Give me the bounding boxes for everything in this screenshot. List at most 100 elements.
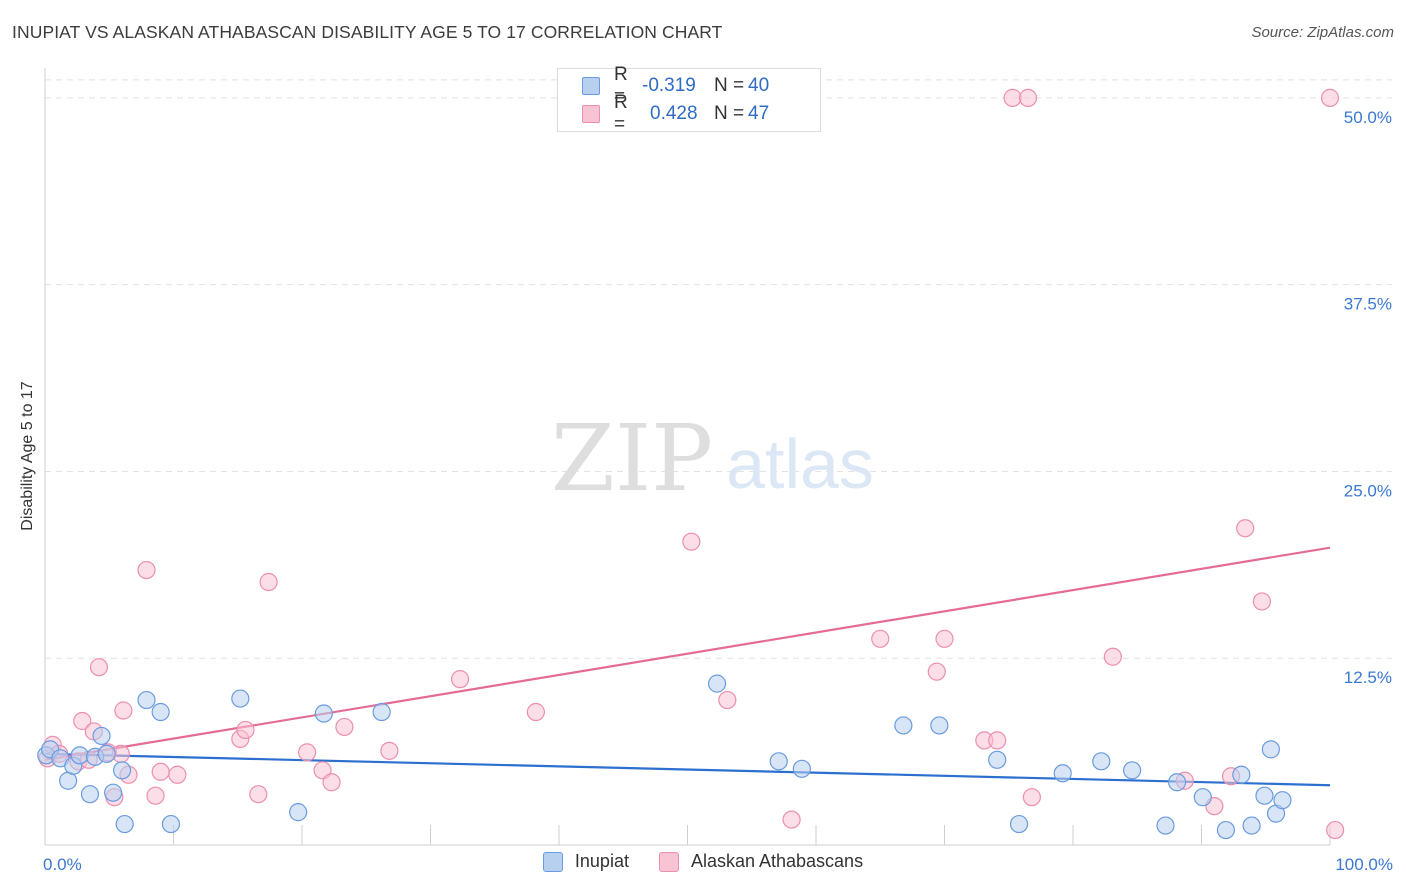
inupiat-point [1216, 820, 1236, 840]
inupiat-point [70, 746, 89, 765]
y-tick-label: 37.5% [1344, 295, 1392, 314]
athabascan-point [927, 662, 946, 681]
series-legend: Inupiat Alaskan Athabascans [0, 851, 1406, 872]
series-legend-athabascan: Alaskan Athabascans [658, 851, 864, 872]
data-points [37, 88, 1345, 840]
athabascan-point [322, 773, 341, 792]
x-tick-label: 0.0% [43, 855, 82, 874]
inupiat-point [930, 716, 949, 735]
y-tick-labels: 12.5% 25.0% 37.5% 50.0% [1344, 108, 1392, 687]
inupiat-point [1193, 788, 1212, 807]
inupiat-point [1053, 764, 1072, 783]
athabascan-point [73, 711, 92, 731]
athabascan-point [1022, 788, 1041, 807]
x-tick-labels: 0.0% 100.0% [43, 855, 1393, 874]
athabascan-point [1252, 592, 1271, 611]
inupiat-point [1261, 740, 1280, 759]
chart-title: INUPIAT VS ALASKAN ATHABASCAN DISABILITY… [12, 22, 723, 42]
legend-n-value: 47 [748, 103, 770, 124]
athabascan-point [1320, 88, 1340, 107]
inupiat-point [792, 759, 811, 778]
series-label-athabascan: Alaskan Athabascans [690, 851, 864, 871]
series-legend-inupiat: Inupiat [542, 851, 629, 872]
athabascan-point [146, 786, 165, 805]
athabascan-point [259, 572, 278, 592]
athabascan-point [682, 532, 701, 551]
inupiat-point [1255, 786, 1274, 805]
series-swatch-pink [658, 851, 679, 872]
inupiat-point [1092, 752, 1111, 771]
source-label: Source: ZipAtlas.com [1251, 24, 1394, 41]
athabascan-point [298, 743, 317, 762]
athabascan-point [782, 810, 801, 829]
inupiat-point [92, 726, 111, 746]
legend-n-value: 40 [748, 75, 770, 96]
inupiat-point [1167, 773, 1187, 792]
athabascan-point [450, 670, 470, 689]
inupiat-trend-line [44, 752, 1331, 787]
axes [44, 68, 1331, 846]
inupiat-point [1156, 816, 1175, 835]
legend-swatch-blue [582, 77, 600, 95]
athabascan-point [718, 690, 737, 710]
series-label-inupiat: Inupiat [574, 851, 629, 871]
watermark: ZIP atlas [551, 405, 874, 512]
inupiat-point [289, 803, 308, 822]
inupiat-point [988, 750, 1007, 769]
series-swatch-blue [542, 851, 563, 872]
inupiat-point [104, 783, 123, 802]
legend-row-athabascan: R = 0.428 N = 47 [582, 92, 770, 135]
athabascan-point [137, 560, 156, 580]
athabascan-point [380, 741, 399, 760]
inupiat-point [372, 702, 391, 722]
inupiat-point [1232, 765, 1251, 784]
legend-row-inupiat: R = -0.319 N = 40 [582, 64, 770, 107]
inupiat-point [161, 814, 181, 834]
athabascan-point [151, 762, 170, 781]
legend-n-label: N = [714, 103, 745, 124]
y-tick-label: 25.0% [1344, 481, 1392, 500]
trend-lines [44, 546, 1331, 787]
athabascan-point [1018, 88, 1038, 107]
athabascan-point [871, 629, 890, 648]
inupiat-point [769, 752, 788, 771]
legend-r-value: 0.428 [650, 103, 698, 124]
inupiat-point [1273, 791, 1292, 810]
inupiat-point [1242, 816, 1261, 835]
inupiat-point [97, 744, 116, 763]
watermark-zip: ZIP [551, 405, 713, 512]
legend-r-value: -0.319 [642, 75, 696, 96]
correlation-legend: R = -0.319 N = 40 R = 0.428 N = 47 [557, 64, 821, 135]
athabascan-point [1003, 88, 1022, 107]
legend-r-label: R = [614, 92, 628, 135]
athabascan-point [1326, 820, 1345, 840]
inupiat-point [112, 761, 132, 780]
athabascan-point [249, 785, 268, 804]
athabascan-point [114, 701, 133, 720]
y-tick-label: 12.5% [1344, 668, 1392, 687]
inupiat-point [115, 814, 134, 834]
athabascan-point [526, 702, 545, 722]
inupiat-point [151, 702, 170, 722]
inupiat-point [80, 785, 100, 804]
athabascan-point [236, 720, 255, 740]
inupiat-point [894, 716, 913, 735]
inupiat-point [707, 674, 727, 693]
athabascan-point [1236, 519, 1255, 538]
y-tick-label: 50.0% [1344, 108, 1392, 127]
athabascan-point [168, 765, 187, 784]
x-tick-label: 100.0% [1335, 855, 1393, 874]
inupiat-point [231, 689, 250, 708]
athabascan-point [988, 731, 1007, 750]
inupiat-point [1123, 761, 1142, 780]
watermark-atlas: atlas [726, 425, 874, 503]
athabascan-point [1103, 647, 1122, 666]
legend-n-label: N = [714, 75, 745, 96]
legend-swatch-pink [582, 105, 600, 123]
inupiat-point [1009, 814, 1029, 834]
athabascan-point [335, 717, 354, 737]
legend-r-label: R = [614, 64, 628, 107]
inupiat-point [137, 690, 156, 710]
athabascan-point [89, 658, 109, 677]
